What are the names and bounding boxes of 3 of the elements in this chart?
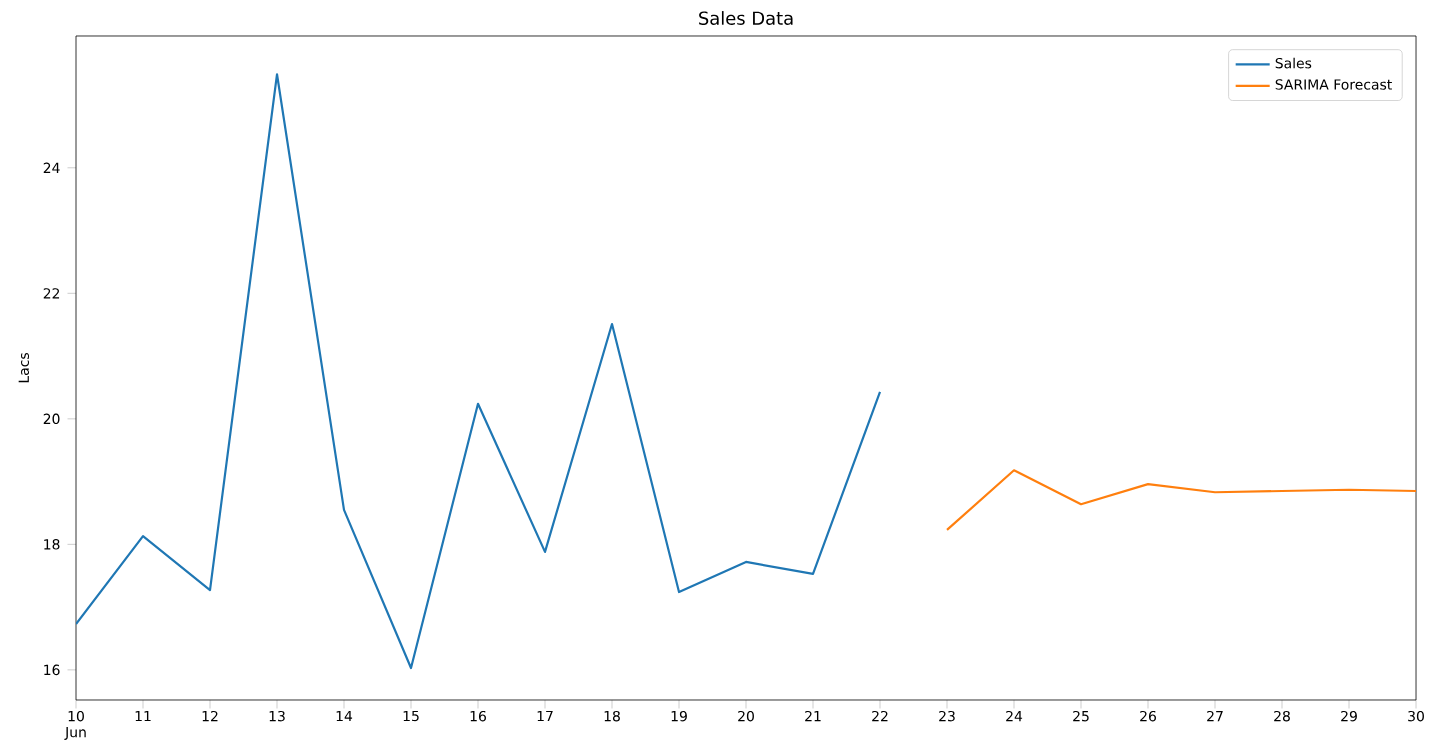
line-series [945, 469, 1417, 532]
line-series [76, 73, 882, 670]
chart-title: Sales Data [699, 11, 793, 25]
